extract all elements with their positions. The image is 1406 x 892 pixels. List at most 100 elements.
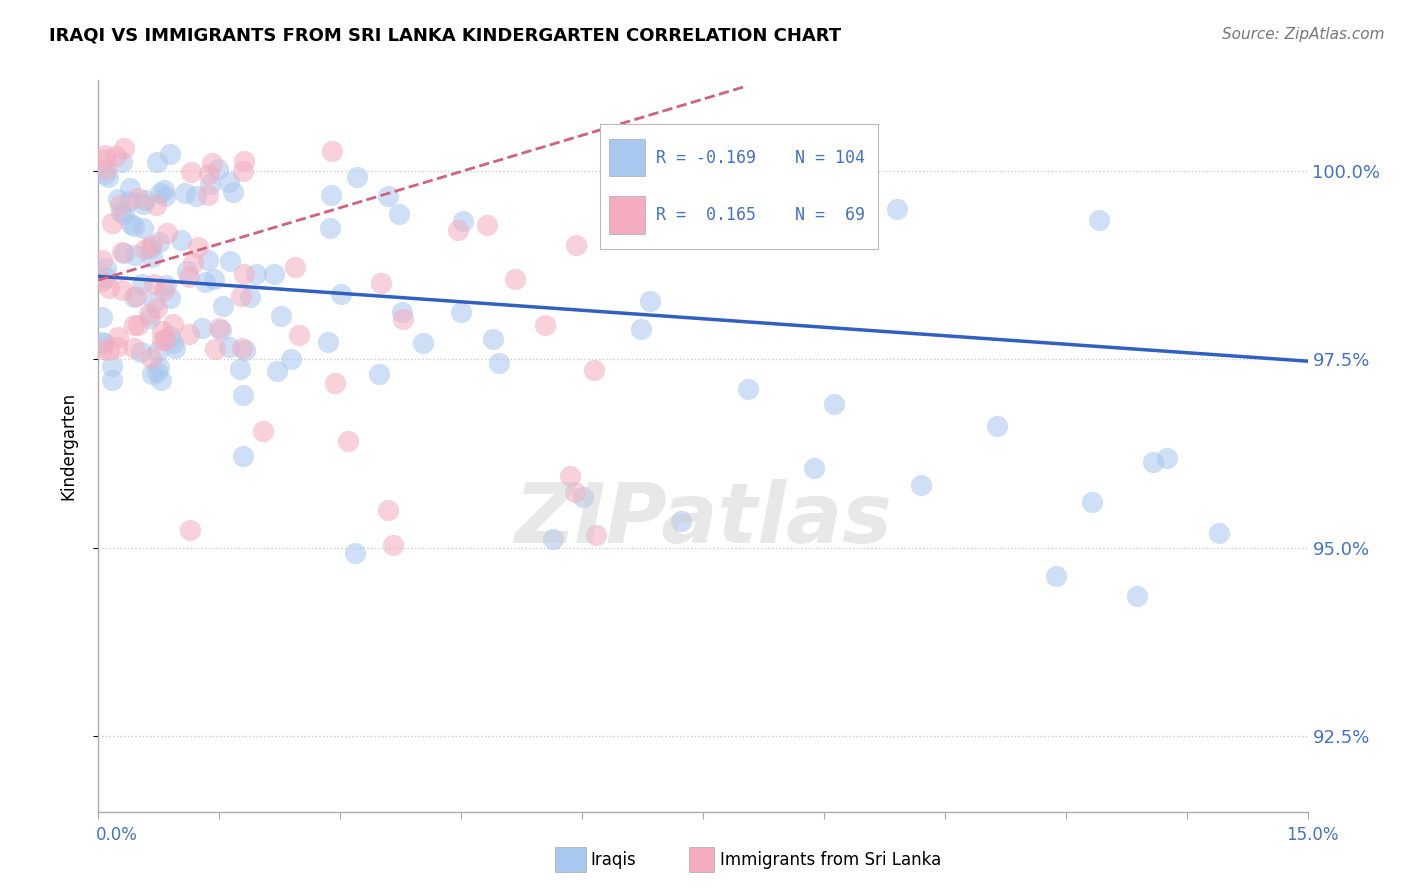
Point (111, 155, 134, 169)
Point (377, 503, 399, 517)
Point (146, 301, 169, 315)
Point (122, 318, 145, 333)
Point (120, 217, 142, 231)
Point (585, 527, 607, 541)
Point (149, 186, 172, 200)
Point (382, 538, 405, 552)
Point (737, 382, 759, 396)
Point (94, 168, 117, 182)
Point (179, 523, 201, 537)
Point (139, 240, 162, 254)
Point (1126, 589, 1149, 603)
Point (392, 312, 415, 326)
Point (583, 363, 606, 377)
Point (176, 263, 198, 277)
Point (1087, 212, 1109, 227)
Text: Source: ZipAtlas.com: Source: ZipAtlas.com (1222, 27, 1385, 42)
Point (450, 304, 472, 318)
Point (124, 248, 146, 262)
Point (184, 188, 207, 202)
Text: Iraqis: Iraqis (591, 851, 637, 869)
Point (107, 192, 129, 206)
Point (150, 373, 173, 387)
Point (165, 341, 187, 355)
Point (97, 281, 120, 295)
Point (204, 343, 226, 357)
Point (564, 484, 586, 499)
Point (252, 425, 274, 439)
Point (503, 271, 526, 285)
Point (202, 271, 225, 285)
Point (159, 328, 181, 343)
Point (177, 327, 200, 342)
Point (218, 340, 240, 354)
Point (565, 237, 588, 252)
Point (129, 345, 152, 359)
Point (162, 318, 184, 332)
Point (94, 261, 117, 276)
Point (156, 226, 179, 240)
Point (630, 322, 652, 336)
Point (91, 335, 114, 350)
Point (803, 461, 825, 475)
Point (148, 235, 170, 249)
Point (145, 365, 167, 379)
Point (231, 341, 253, 355)
Point (155, 188, 177, 202)
Point (280, 352, 302, 367)
Point (112, 141, 135, 155)
Point (263, 267, 285, 281)
Text: IRAQI VS IMMIGRANTS FROM SRI LANKA KINDERGARTEN CORRELATION CHART: IRAQI VS IMMIGRANTS FROM SRI LANKA KINDE… (49, 27, 841, 45)
Point (122, 219, 145, 234)
Point (288, 327, 311, 342)
Point (475, 218, 498, 232)
Point (155, 333, 177, 347)
Point (370, 276, 392, 290)
Point (233, 343, 256, 357)
Point (412, 336, 434, 351)
Point (231, 289, 253, 303)
Point (191, 321, 214, 335)
Point (111, 283, 134, 297)
Point (112, 246, 135, 260)
Point (159, 292, 181, 306)
Point (174, 186, 197, 200)
Point (447, 223, 470, 237)
Point (319, 221, 342, 235)
Point (1045, 569, 1067, 583)
Point (368, 367, 391, 381)
Point (94, 270, 117, 285)
Point (558, 468, 581, 483)
Point (1081, 495, 1104, 509)
Point (169, 233, 191, 247)
Point (177, 270, 200, 285)
Point (208, 320, 231, 334)
Point (138, 307, 160, 321)
Point (162, 336, 184, 351)
Point (266, 364, 288, 378)
Point (125, 289, 148, 303)
Point (111, 244, 134, 259)
Text: ZIPatlas: ZIPatlas (515, 479, 891, 559)
Point (197, 167, 219, 181)
Text: 0.0%: 0.0% (96, 826, 138, 844)
Point (152, 183, 174, 197)
Point (127, 318, 149, 333)
Point (127, 191, 149, 205)
Point (1208, 526, 1230, 541)
Point (541, 532, 564, 546)
Point (194, 275, 217, 289)
Point (245, 267, 267, 281)
Point (232, 449, 254, 463)
Point (823, 397, 845, 411)
Point (232, 388, 254, 402)
Point (1142, 454, 1164, 468)
Point (187, 240, 209, 254)
Point (155, 277, 177, 292)
Point (229, 362, 252, 376)
Point (180, 164, 202, 178)
Point (198, 178, 221, 192)
Point (97, 343, 120, 358)
Point (112, 207, 135, 221)
Point (323, 376, 346, 390)
